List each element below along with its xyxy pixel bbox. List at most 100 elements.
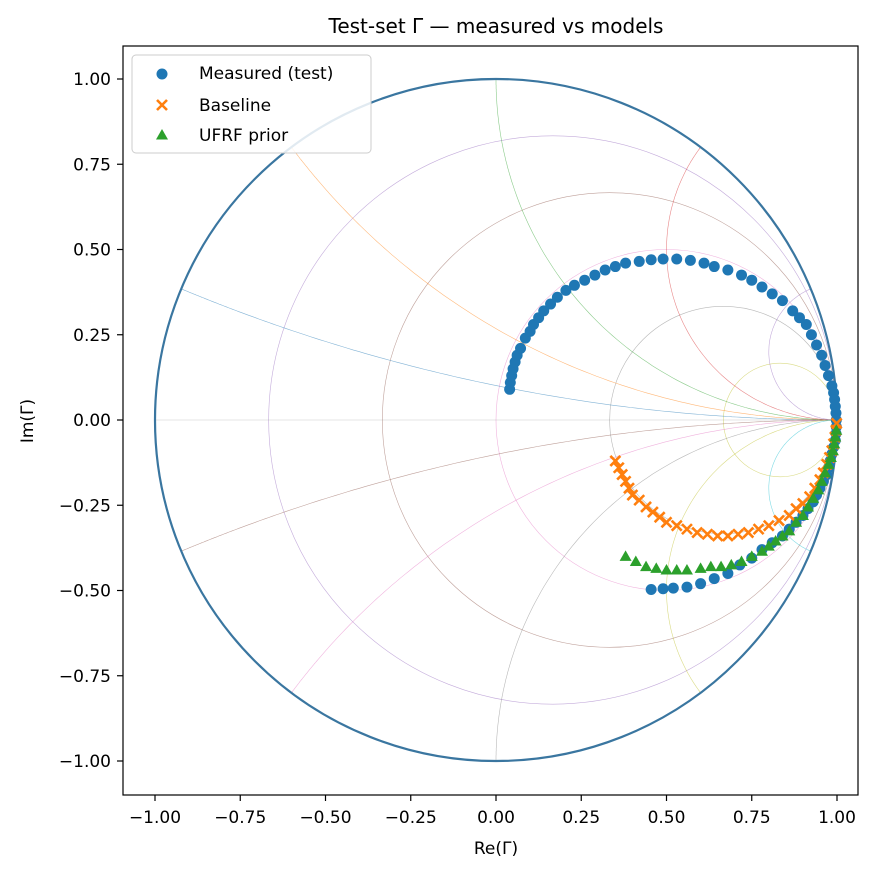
ufrf-prior-point bbox=[790, 516, 803, 527]
legend-box bbox=[131, 54, 372, 154]
measured-point bbox=[515, 342, 527, 354]
measured-point bbox=[819, 359, 831, 371]
y-tick-label: −0.75 bbox=[59, 667, 111, 687]
baseline-point bbox=[619, 475, 632, 488]
legend-label-measured: Measured (test) bbox=[199, 64, 333, 84]
x-tick-label: 0.75 bbox=[733, 808, 771, 828]
baseline-point bbox=[773, 514, 785, 527]
ufrf-prior-point bbox=[640, 560, 653, 572]
measured-point bbox=[811, 339, 823, 351]
measured-point bbox=[822, 370, 834, 382]
ufrf-prior-point bbox=[776, 529, 789, 541]
ufrf-prior-point bbox=[694, 562, 707, 573]
baseline-point bbox=[732, 528, 745, 541]
measured-point bbox=[695, 578, 707, 590]
x-tick-label: −0.50 bbox=[299, 808, 351, 828]
measured-point bbox=[545, 298, 557, 310]
y-axis: −1.00 −0.75 −0.50 −0.25 0.00 0.25 0.50 0.75 1.00 bbox=[59, 70, 123, 772]
ufrf-prior-point bbox=[812, 483, 825, 495]
measured-point bbox=[657, 253, 669, 265]
ufrf-prior-point bbox=[725, 558, 738, 570]
ufrf-prior-point bbox=[745, 550, 758, 561]
legend-label-baseline: Baseline bbox=[199, 96, 271, 116]
measured-point bbox=[645, 254, 657, 266]
ufrf-prior-point bbox=[826, 444, 839, 456]
legend-marker bbox=[156, 68, 168, 80]
measured-point bbox=[609, 261, 621, 273]
x-axis-label: Re(Γ) bbox=[474, 839, 518, 859]
x-tick-label: 1.00 bbox=[818, 808, 856, 828]
ufrf-prior-point bbox=[824, 451, 837, 463]
measured-point bbox=[722, 264, 734, 276]
measured-point bbox=[657, 583, 669, 595]
chart-title: Test-set Γ — measured vs models bbox=[328, 14, 664, 38]
measured-point bbox=[671, 253, 683, 265]
baseline-point bbox=[660, 516, 673, 529]
baseline-point bbox=[752, 523, 765, 536]
ufrf-prior-point bbox=[807, 492, 820, 503]
measured-point bbox=[681, 581, 693, 593]
x-tick-label: 0.00 bbox=[477, 808, 515, 828]
ufrf-prior-point bbox=[762, 540, 775, 551]
measured-point bbox=[620, 257, 632, 269]
baseline-point bbox=[623, 482, 635, 495]
measured-point bbox=[793, 312, 805, 324]
baseline-point bbox=[670, 519, 683, 532]
measured-point bbox=[766, 288, 778, 300]
legend-label-ufrf: UFRF prior bbox=[199, 126, 288, 146]
ufrf-prior-point bbox=[829, 431, 842, 442]
measured-point bbox=[599, 264, 611, 276]
measured-point bbox=[645, 583, 657, 595]
baseline-point bbox=[711, 530, 724, 542]
measured-point bbox=[816, 349, 828, 361]
baseline-point bbox=[701, 528, 714, 541]
measured-point bbox=[708, 573, 720, 585]
ufrf-prior-point bbox=[660, 564, 673, 575]
measured-point bbox=[633, 255, 645, 267]
y-tick-label: 0.75 bbox=[73, 155, 111, 175]
x-tick-label: 0.25 bbox=[562, 808, 600, 828]
ufrf-prior-point bbox=[796, 509, 809, 520]
measured-point bbox=[568, 279, 580, 291]
x-tick-label: −0.25 bbox=[385, 808, 437, 828]
ufrf-prior-point bbox=[715, 560, 728, 572]
measured-point bbox=[589, 269, 601, 281]
legend: Measured (test) Baseline UFRF prior bbox=[131, 54, 372, 154]
ufrf-prior-point bbox=[704, 560, 717, 572]
series-ufrf-prior bbox=[619, 424, 843, 575]
ufrf-prior-point bbox=[680, 564, 693, 575]
measured-point bbox=[776, 295, 788, 307]
legend-markers bbox=[156, 68, 168, 140]
ufrf-prior-point bbox=[822, 458, 835, 469]
measured-point bbox=[579, 274, 591, 286]
y-tick-label: 0.50 bbox=[73, 241, 111, 261]
baseline-point bbox=[742, 526, 755, 539]
ufrf-prior-point bbox=[819, 466, 832, 478]
measured-point bbox=[746, 274, 758, 286]
measured-point bbox=[667, 582, 679, 594]
ufrf-prior-point bbox=[769, 535, 782, 546]
measured-point bbox=[698, 257, 710, 269]
ufrf-prior-point bbox=[830, 424, 843, 435]
ufrf-prior-point bbox=[802, 500, 815, 512]
legend-marker bbox=[156, 129, 168, 140]
measured-point bbox=[756, 281, 768, 293]
ufrf-prior-point bbox=[650, 562, 663, 573]
baseline-point bbox=[691, 526, 704, 539]
measured-point bbox=[560, 284, 572, 296]
ufrf-prior-point bbox=[629, 555, 642, 567]
data-marks bbox=[504, 253, 843, 595]
x-axis: −1.00 −0.75 −0.50 −0.25 0.00 0.25 0.50 0.75 1.00 bbox=[129, 795, 856, 828]
baseline-point bbox=[616, 468, 629, 481]
baseline-point bbox=[609, 455, 622, 467]
legend-marker bbox=[156, 99, 168, 111]
ufrf-prior-point bbox=[783, 524, 796, 536]
y-tick-label: −1.00 bbox=[59, 752, 111, 772]
y-tick-label: −0.25 bbox=[59, 496, 111, 516]
measured-point bbox=[805, 329, 817, 341]
ufrf-prior-point bbox=[735, 555, 748, 567]
x-tick-label: −1.00 bbox=[129, 808, 181, 828]
measured-point bbox=[787, 305, 799, 317]
